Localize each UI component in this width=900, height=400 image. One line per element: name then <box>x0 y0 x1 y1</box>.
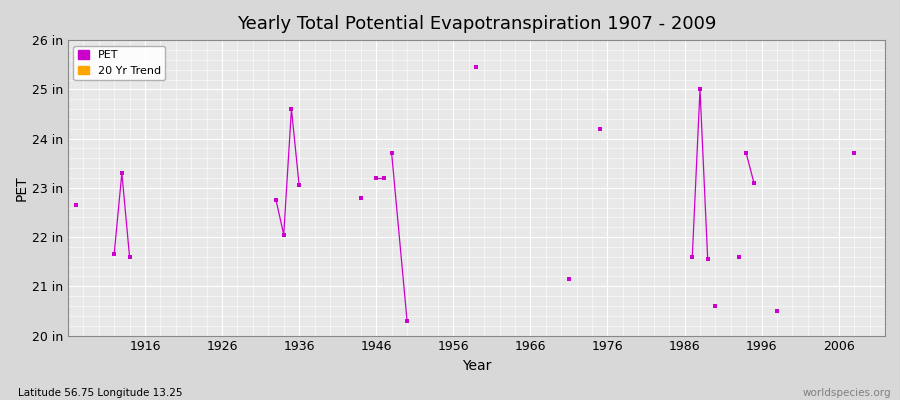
Point <box>770 308 784 314</box>
Point <box>284 106 299 112</box>
Point <box>354 194 368 201</box>
Point <box>732 254 746 260</box>
Point <box>739 150 753 156</box>
Text: worldspecies.org: worldspecies.org <box>803 388 891 398</box>
Point <box>114 170 129 176</box>
Point <box>400 318 414 324</box>
Point <box>708 303 723 309</box>
X-axis label: Year: Year <box>462 359 491 373</box>
Point <box>469 64 483 70</box>
Point <box>685 254 699 260</box>
Text: Latitude 56.75 Longitude 13.25: Latitude 56.75 Longitude 13.25 <box>18 388 183 398</box>
Point <box>847 150 861 156</box>
Point <box>592 126 607 132</box>
Point <box>276 232 291 238</box>
Point <box>292 182 306 188</box>
Y-axis label: PET: PET <box>15 175 29 201</box>
Point <box>107 251 122 258</box>
Point <box>122 254 137 260</box>
Point <box>693 86 707 92</box>
Point <box>269 197 284 203</box>
Point <box>377 175 392 181</box>
Point <box>562 276 576 282</box>
Point <box>747 180 761 186</box>
Point <box>369 175 383 181</box>
Point <box>700 256 715 262</box>
Legend: PET, 20 Yr Trend: PET, 20 Yr Trend <box>74 46 166 80</box>
Title: Yearly Total Potential Evapotranspiration 1907 - 2009: Yearly Total Potential Evapotranspiratio… <box>237 15 716 33</box>
Point <box>384 150 399 156</box>
Point <box>68 202 83 208</box>
